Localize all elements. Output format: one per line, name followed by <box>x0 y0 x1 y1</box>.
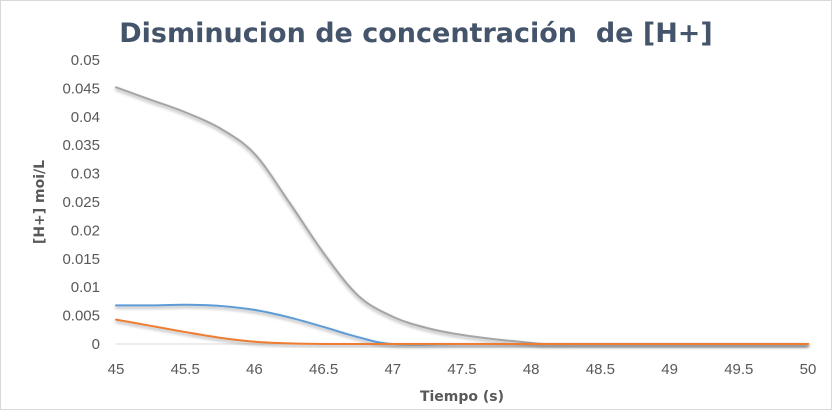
chart-title: Disminucion de concentración de [H+] <box>119 18 713 49</box>
x-tick-label: 48 <box>523 361 540 378</box>
y-tick-label: 0.025 <box>62 194 100 211</box>
y-tick-label: 0.04 <box>71 109 100 126</box>
x-tick-label: 46 <box>246 361 263 378</box>
series-line-3 <box>115 318 809 346</box>
y-tick-label: 0.045 <box>62 80 100 97</box>
x-tick-label: 45.5 <box>171 361 200 378</box>
x-tick-label: 47.5 <box>447 361 476 378</box>
y-tick-label: 0 <box>92 336 100 353</box>
y-tick-label: 0.03 <box>71 166 100 183</box>
x-tick-label: 45 <box>108 361 125 378</box>
y-tick-label: 0.01 <box>71 279 100 296</box>
y-tick-label: 0.015 <box>62 251 100 268</box>
x-tick-label: 48.5 <box>586 361 615 378</box>
x-tick-label: 49 <box>661 361 678 378</box>
x-tick-label: 47 <box>384 361 401 378</box>
y-tick-label: 0.02 <box>71 222 100 239</box>
x-axis-title: Tiempo (s) <box>420 389 504 405</box>
y-tick-label: 0.035 <box>62 137 100 154</box>
x-tick-label: 50 <box>800 361 817 378</box>
y-axis-title: [H+] moi/L <box>32 160 48 244</box>
y-tick-label: 0.005 <box>62 308 100 325</box>
x-tick-label: 49.5 <box>724 361 753 378</box>
x-tick-label: 46.5 <box>309 361 338 378</box>
y-tick-label: 0.05 <box>71 52 100 69</box>
